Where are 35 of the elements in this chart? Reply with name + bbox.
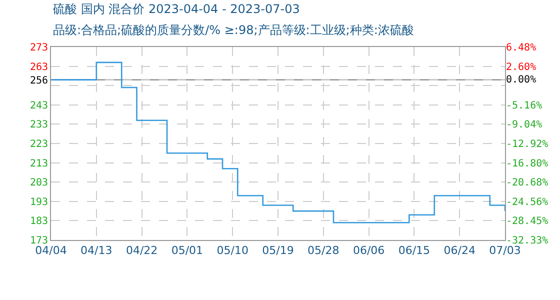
y-tick-label: 223 (30, 139, 48, 150)
y2-tick-label: -20.68% (506, 178, 548, 189)
y2-tick-label: -12.92% (506, 138, 548, 150)
y-tick-label: 213 (30, 158, 48, 170)
y2-tick-label: -28.45% (506, 216, 548, 228)
y-tick-label: 203 (30, 178, 48, 189)
x-tick-label: 06/24 (444, 244, 476, 258)
x-tick-label: 04/22 (126, 244, 158, 258)
x-tick-label: 05/01 (171, 244, 204, 258)
y-tick-label: 183 (30, 216, 48, 228)
x-tick-label: 05/19 (262, 244, 294, 258)
y-tick-label: 233 (30, 120, 48, 131)
chart-title: 硫酸 国内 混合价 2023-04-04 - 2023-07-03 (53, 2, 300, 16)
y-tick-label: 193 (30, 196, 48, 208)
x-tick-label: 06/15 (398, 244, 430, 258)
y2-tick-label: -5.16% (506, 100, 542, 112)
x-tick-label: 07/03 (489, 244, 521, 258)
y-tick-label: 273 (30, 42, 48, 54)
y2-tick-label: -24.56% (506, 196, 548, 208)
y2-tick-label: -32.33% (506, 236, 548, 246)
y-tick-label: 263 (30, 62, 48, 73)
x-tick-label: 05/10 (216, 244, 248, 258)
x-tick-label: 04/13 (80, 244, 112, 258)
y-tick-label: 173 (30, 236, 48, 246)
y-tick-label: 256 (30, 75, 48, 86)
y2-tick-label: 6.48% (506, 42, 536, 54)
x-tick-label: 05/28 (308, 244, 340, 258)
x-tick-label: 06/06 (352, 244, 385, 258)
chart-subtitle: 品级:合格品;硫酸的质量分数/% ≥:98;产品等级:工业级;种类:浓硫酸 (53, 23, 414, 37)
y2-tick-label: 0.00% (506, 74, 536, 86)
y2-tick-label: 2.60% (506, 62, 536, 73)
y-tick-label: 243 (30, 100, 48, 112)
y2-tick-label: -9.04% (506, 120, 542, 131)
y2-tick-label: -16.80% (506, 158, 548, 170)
x-tick-label: 04/04 (35, 244, 67, 258)
